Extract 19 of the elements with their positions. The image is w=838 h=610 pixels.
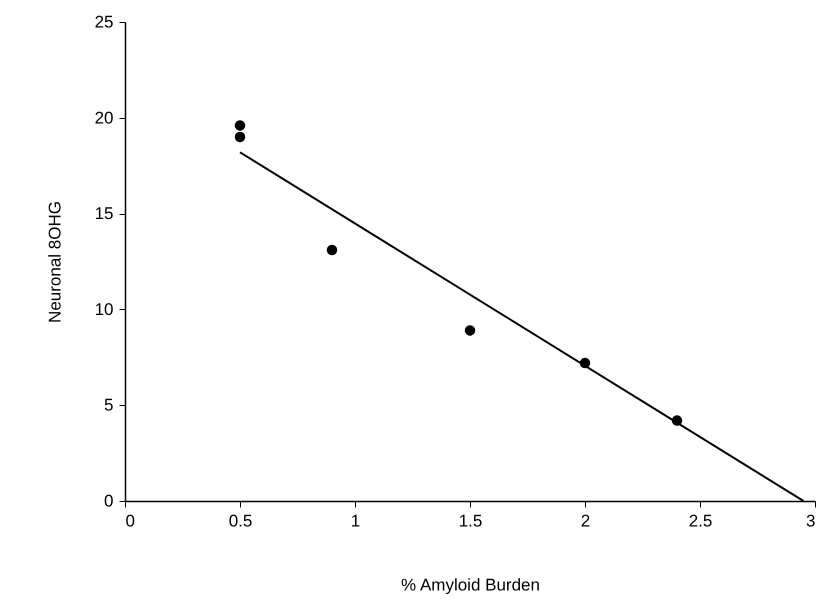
y-tick-label: 20 xyxy=(94,108,114,128)
y-tick-label: 0 xyxy=(104,492,114,510)
x-tick-label: 2 xyxy=(580,512,590,530)
x-tick-label: 1 xyxy=(350,512,360,530)
x-axis-title: % Amyloid Burden xyxy=(401,576,540,594)
y-tick-label: 10 xyxy=(94,300,114,319)
point xyxy=(234,132,246,142)
y-tick-label: 25 xyxy=(94,12,114,32)
point xyxy=(326,244,338,256)
point xyxy=(234,120,246,131)
x-tick-label: 3 xyxy=(806,512,816,530)
x-tick-label: 1.5 xyxy=(458,512,482,530)
y-tick-label: 5 xyxy=(104,396,114,415)
y-tick-label: 15 xyxy=(94,204,114,224)
x-tick-label: 0 xyxy=(126,512,135,530)
y-axis-title: Neuronal 8OHG xyxy=(46,201,65,323)
x-tick-label: 0.5 xyxy=(228,512,252,530)
point xyxy=(464,325,476,336)
x-tick-label: 2.5 xyxy=(688,512,712,530)
